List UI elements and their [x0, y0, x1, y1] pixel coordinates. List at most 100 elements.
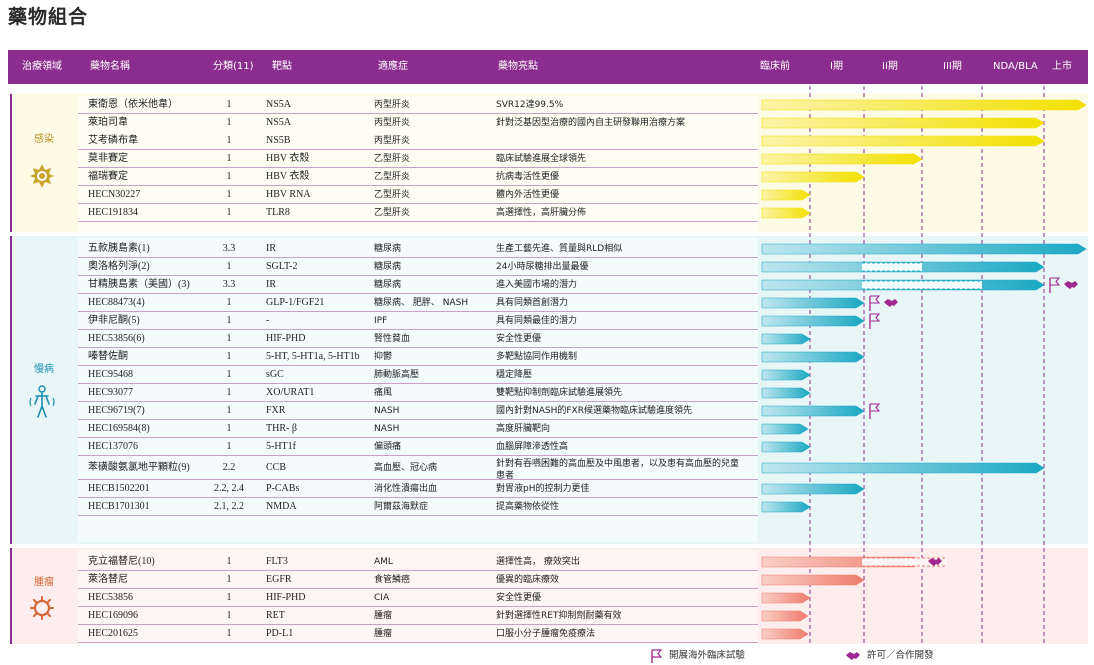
- drug-target: EGFR: [266, 574, 292, 585]
- drug-class: 1: [226, 441, 232, 452]
- table-row: 艾考磷布韋 1 NS5B 丙型肝炎: [78, 132, 758, 150]
- drug-name: HECB1701301: [88, 501, 150, 512]
- drug-target: TLR8: [266, 207, 290, 218]
- cell-icon: [28, 594, 56, 622]
- table-row: HEC88473(4) 1 GLP-1/FGF21 糖尿病、 肥胖、 NASH 具有同類…: [78, 294, 758, 312]
- drug-highlight: 抗病毒活性更優: [496, 172, 560, 182]
- drug-indication: 食管鱗癌: [374, 575, 411, 585]
- table-row: 東衛恩（依米他韋） 1 NS5A 丙型肝炎 SVR12達99.5%: [78, 96, 758, 114]
- drug-class: 1: [226, 189, 232, 200]
- row-divider: [78, 311, 758, 312]
- header-phase3: III期: [943, 61, 962, 72]
- drug-highlight: 針對選擇性RET抑制劑耐藥有效: [496, 611, 622, 621]
- drug-class: 1: [226, 171, 232, 182]
- drug-target: RET: [266, 610, 285, 621]
- table-row: 五款胰島素(1) 3.3 IR 糖尿病 生產工藝先進、質量與RLD相似: [78, 240, 758, 258]
- area-label-infection: 感染: [34, 134, 54, 145]
- drug-class: 1: [226, 574, 232, 585]
- drug-highlight: 安全性更優: [496, 593, 542, 603]
- drug-target: NS5B: [266, 135, 291, 146]
- drug-name: HEC137076: [88, 441, 138, 452]
- drug-highlight: 雙靶點抑制劑臨床試驗進展領先: [496, 388, 623, 398]
- drug-target: THR- β: [266, 423, 297, 434]
- drug-highlight: 優異的臨床療效: [496, 575, 560, 585]
- table-row: HEC169584(8) 1 THR- β NASH 高度肝臟靶向: [78, 420, 758, 438]
- row-divider: [78, 383, 758, 384]
- drug-highlight: 具有同類首創潛力: [496, 298, 569, 308]
- header-target: 靶點: [272, 61, 292, 72]
- table-row: HEC53856 1 HIF-PHD CIA 安全性更優: [78, 589, 758, 607]
- table-row: 甘精胰島素（美國）(3) 3.3 IR 糖尿病 進入美國市場的潛力: [78, 276, 758, 294]
- drug-indication: 乙型肝炎: [374, 172, 411, 182]
- table-row: HEC191834 1 TLR8 乙型肝炎 高選擇性，高肝臟分佈: [78, 204, 758, 222]
- page-title: 藥物組合: [8, 6, 89, 28]
- drug-name: HECN30227: [88, 189, 141, 200]
- drug-highlight: 國內針對NASH的FXR候選藥物臨床試驗進度領先: [496, 406, 692, 416]
- drug-name: HEC53856(6): [88, 333, 145, 344]
- grid-infection: [78, 96, 758, 232]
- drug-target: PD-L1: [266, 628, 294, 639]
- row-divider: [78, 497, 758, 498]
- table-row: 莫非賽定 1 HBV 衣殼 乙型肝炎 臨床試驗進展全球領先: [78, 150, 758, 168]
- human-body-icon: [28, 384, 56, 420]
- drug-class: 1: [226, 369, 232, 380]
- drug-indication: 偏頭痛: [374, 442, 402, 452]
- drug-name: 萊珀司韋: [88, 117, 128, 128]
- drug-name: 東衛恩（依米他韋）: [88, 99, 178, 110]
- drug-indication: NASH: [374, 406, 400, 416]
- drug-name: HEC169584(8): [88, 423, 150, 434]
- drug-indication: 丙型肝炎: [374, 100, 411, 110]
- header-indication: 適應症: [378, 61, 408, 72]
- drug-class: 1: [226, 117, 232, 128]
- header-phase2: II期: [882, 61, 898, 72]
- drug-indication: 抑鬱: [374, 352, 393, 362]
- area-label-oncology: 腫瘤: [34, 577, 54, 588]
- drug-name: HECB1502201: [88, 483, 150, 494]
- row-divider: [78, 479, 758, 480]
- drug-class: 1: [226, 423, 232, 434]
- drug-class: 1: [226, 628, 232, 639]
- drug-highlight: 體內外活性更優: [496, 190, 560, 200]
- drug-indication: 消化性潰瘍出血: [374, 484, 438, 494]
- drug-target: P-CABs: [266, 483, 300, 494]
- drug-target: NS5A: [266, 117, 292, 128]
- section-divider: [10, 236, 12, 544]
- drug-target: HBV RNA: [266, 189, 311, 200]
- flag-icon: [651, 648, 663, 663]
- table-row: 萊洛替尼 1 EGFR 食管鱗癌 優異的臨床療效: [78, 571, 758, 589]
- drug-target: GLP-1/FGF21: [266, 297, 325, 308]
- legend-flag-label: 開展海外臨床試驗: [669, 650, 746, 661]
- drug-class: 1: [226, 556, 232, 567]
- drug-highlight: SVR12達99.5%: [496, 100, 564, 110]
- header-area: 治療領域: [22, 61, 62, 72]
- drug-target: NMDA: [266, 501, 297, 512]
- header-nda: NDA/BLA: [993, 61, 1038, 72]
- drug-class: 1: [226, 405, 232, 416]
- table-row: 福瑞賽定 1 HBV 衣殼 乙型肝炎 抗病毒活性更優: [78, 168, 758, 186]
- section-divider: [10, 548, 12, 644]
- drug-highlight: 安全性更優: [496, 334, 542, 344]
- drug-name: 福瑞賽定: [88, 171, 128, 182]
- drug-highlight: 高選擇性，高肝臟分佈: [496, 208, 587, 218]
- drug-indication: 糖尿病、 肥胖、 NASH: [374, 298, 469, 308]
- row-divider: [78, 113, 758, 114]
- row-divider: [78, 437, 758, 438]
- drug-highlight: 24小時尿糖排出量最優: [496, 262, 589, 272]
- table-row: HEC93077 1 XO/URAT1 痛風 雙靶點抑制劑臨床試驗進展領先: [78, 384, 758, 402]
- drug-indication: 腎性貧血: [374, 334, 411, 344]
- drug-name: HEC88473(4): [88, 297, 145, 308]
- header-drug-name: 藥物名稱: [90, 61, 130, 72]
- table-row: HEC137076 1 5-HT1f 偏頭痛 血腦屏障滲透性高: [78, 438, 758, 456]
- drug-target: FXR: [266, 405, 286, 416]
- drug-indication: 丙型肝炎: [374, 118, 411, 128]
- drug-target: HBV 衣殼: [266, 171, 310, 182]
- table-row: HEC95468 1 sGC 肺動脈高壓 穩定降壓: [78, 366, 758, 384]
- area-label-chronic: 慢病: [34, 364, 54, 375]
- drug-indication: 高血壓、冠心病: [374, 463, 438, 473]
- drug-highlight: 臨床試驗進展全球領先: [496, 154, 587, 164]
- row-divider: [78, 515, 758, 516]
- drug-class: 1: [226, 99, 232, 110]
- row-divider: [78, 203, 758, 204]
- row-divider: [78, 401, 758, 402]
- row-divider: [78, 624, 758, 625]
